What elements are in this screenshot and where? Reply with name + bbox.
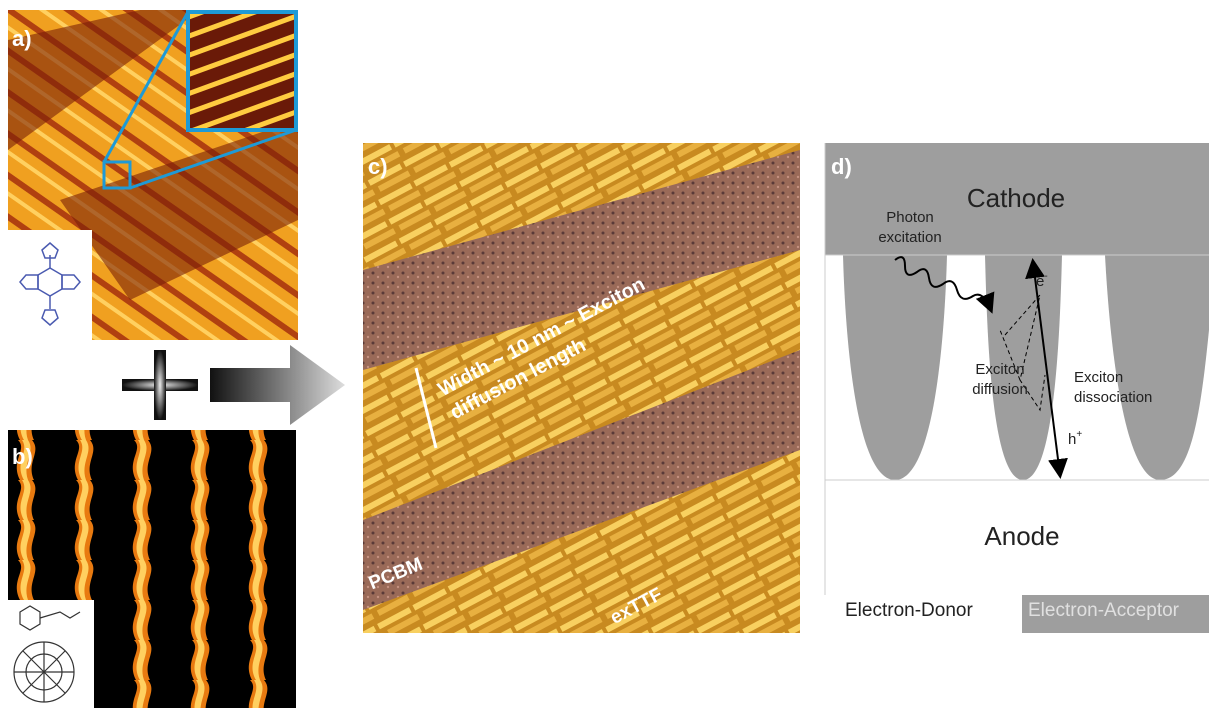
process-arrow [210, 345, 345, 425]
panel-label: c) [368, 154, 388, 179]
panel-label: a) [12, 26, 32, 51]
carrier-symbol: h [1068, 431, 1076, 448]
electrode-label: Cathode [967, 183, 1065, 213]
panel-a-inset [188, 12, 296, 130]
panel-a-molecule [8, 230, 92, 340]
panel-label: d) [831, 154, 852, 179]
plus-sign [154, 350, 166, 420]
carrier-sign: - [1044, 271, 1047, 282]
annotation: Exciton [975, 361, 1024, 378]
carrier-symbol: e [1036, 273, 1044, 290]
annotation: Photon [886, 209, 934, 226]
acceptor-fingers [843, 255, 1209, 480]
donor-label: Electron-Donor [845, 600, 973, 621]
annotation: diffusion [972, 381, 1028, 398]
panel-label: b) [12, 444, 33, 469]
annotation: dissociation [1074, 389, 1152, 406]
annotation: Exciton [1074, 369, 1123, 386]
figure: a) b) Width ~ 10 nm ~ Exciton diffusion … [0, 0, 1209, 711]
carrier-sign: + [1076, 429, 1082, 440]
annotation: excitation [878, 229, 941, 246]
acceptor-label: Electron-Acceptor [1028, 600, 1180, 621]
electrode-label: Anode [984, 521, 1059, 551]
